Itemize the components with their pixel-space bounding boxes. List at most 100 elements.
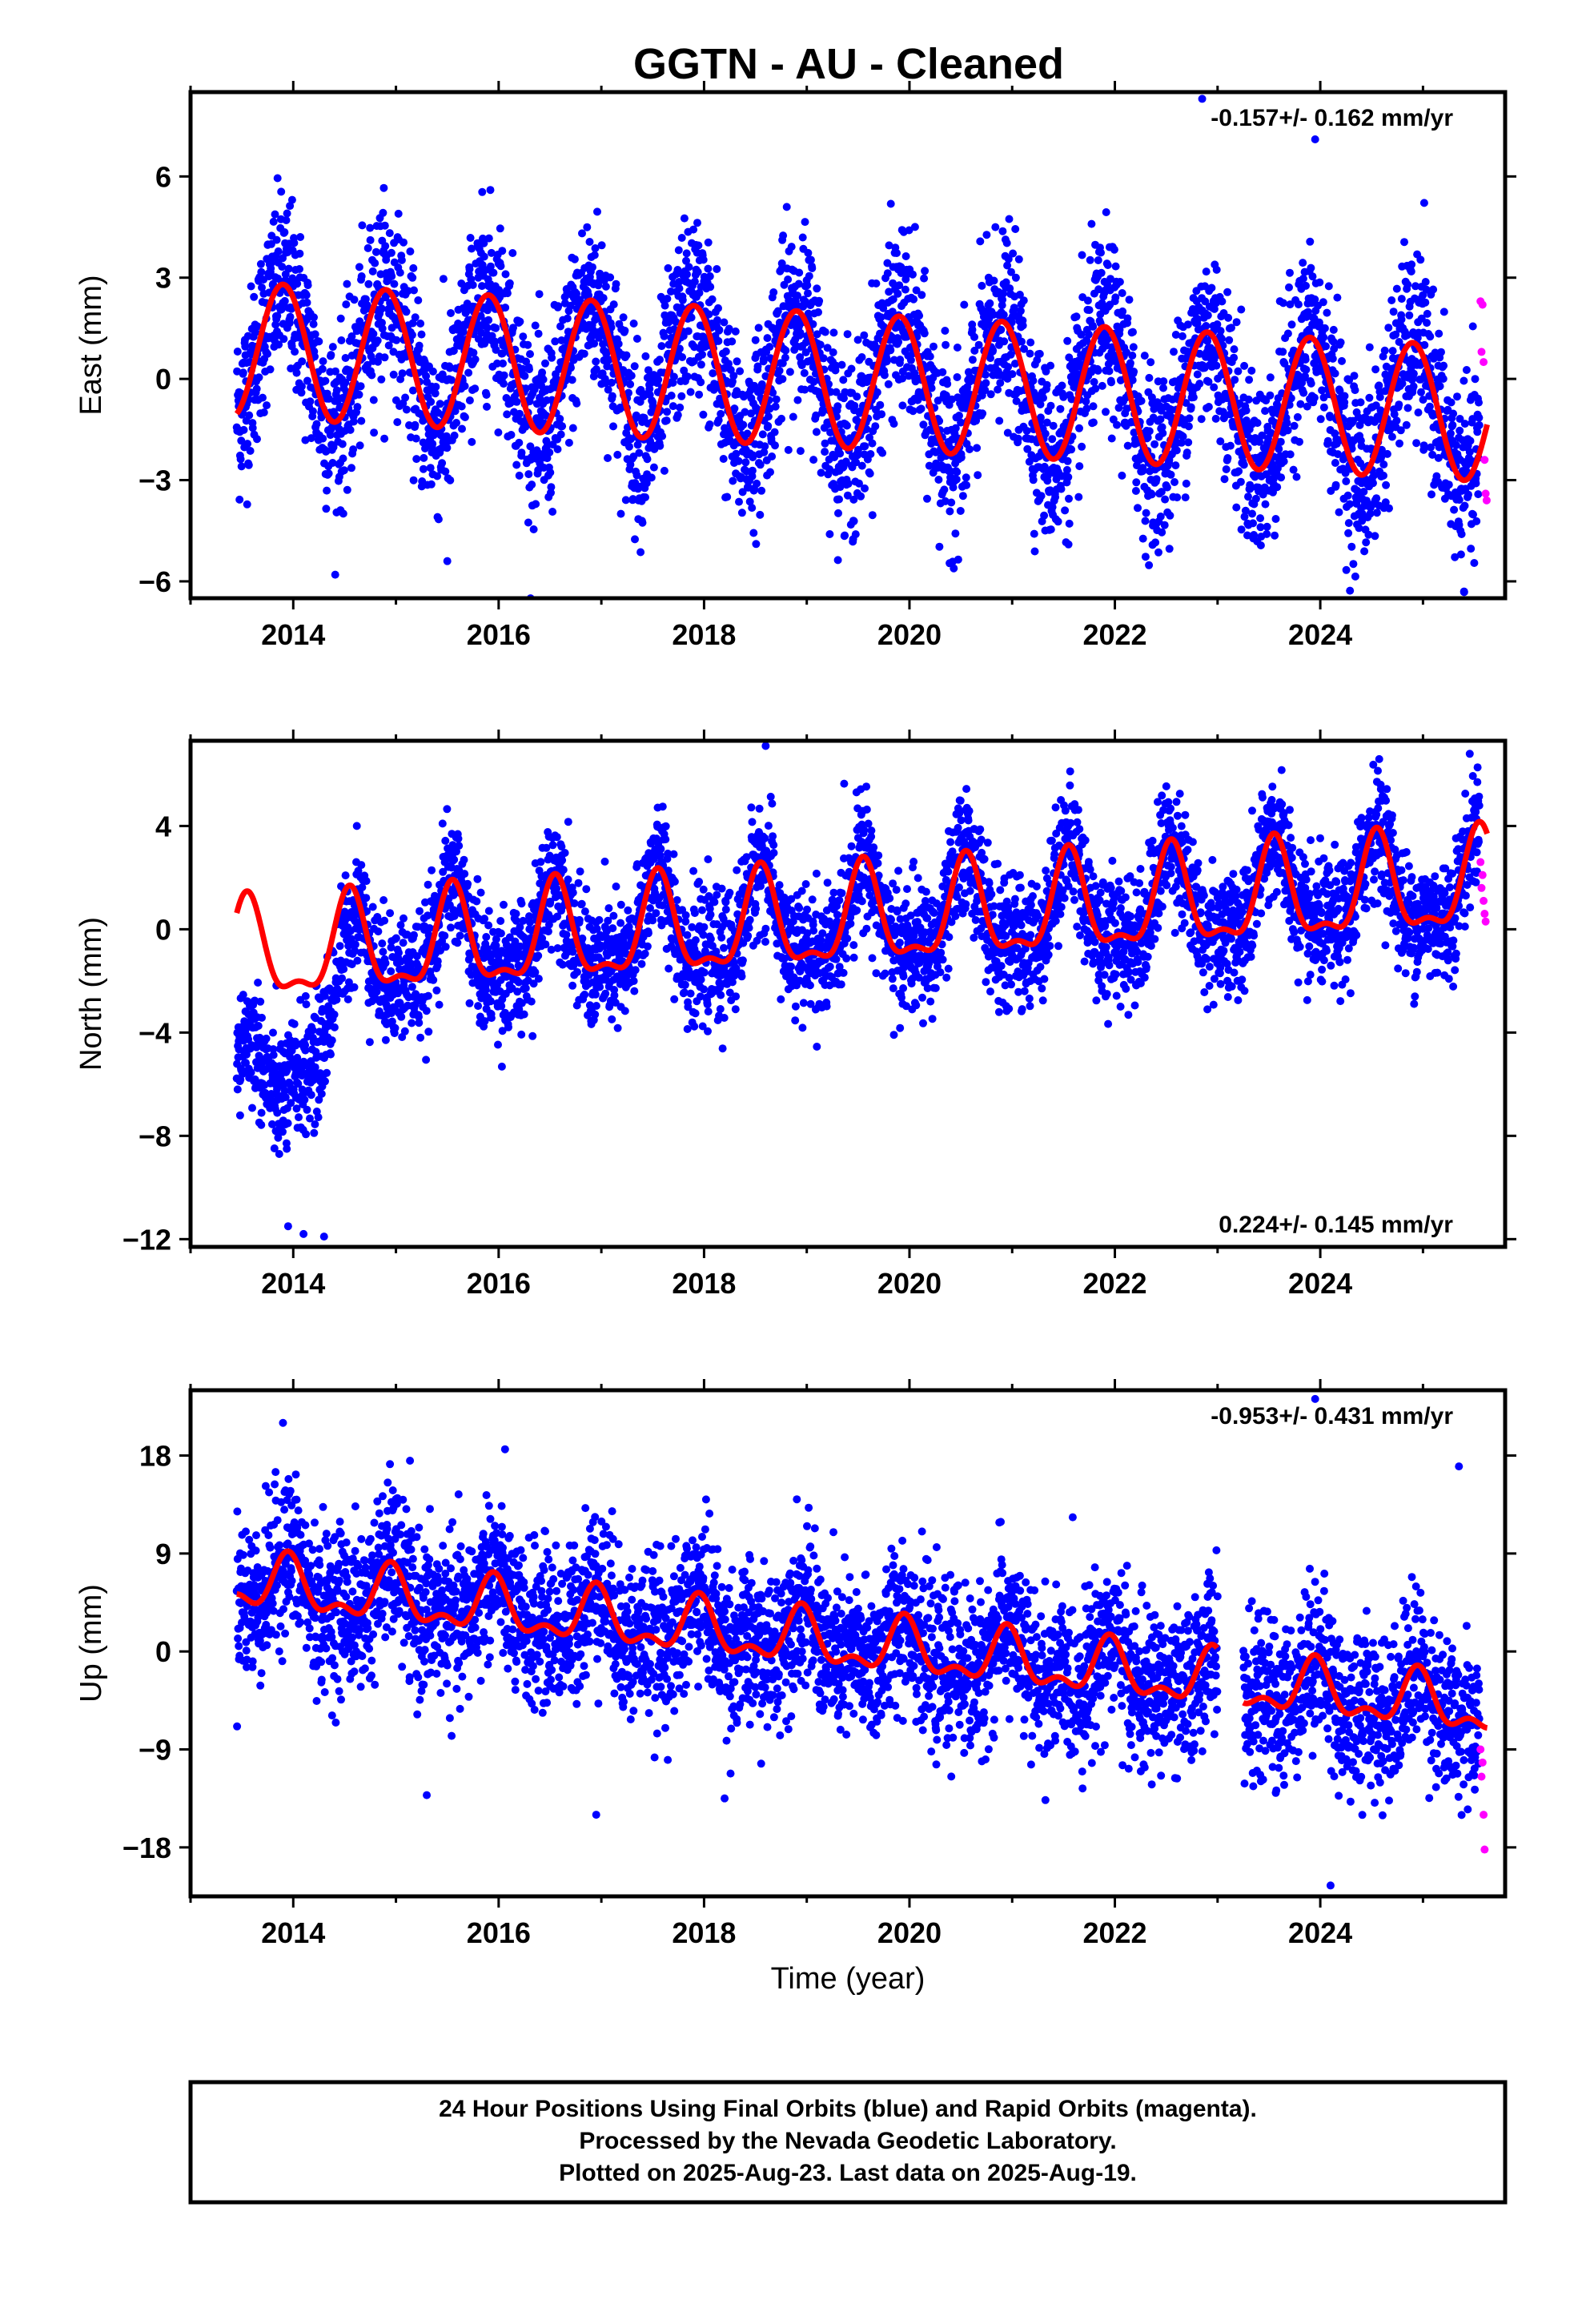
east-final-point: [248, 424, 257, 432]
east-final-point: [695, 390, 704, 399]
east-final-point: [369, 329, 378, 338]
east-final-point: [842, 421, 851, 430]
east-final-point: [769, 288, 778, 296]
east-final-point: [1468, 322, 1477, 331]
east-final-point: [720, 318, 729, 327]
east-final-point: [876, 400, 885, 409]
east-final-point: [535, 290, 544, 299]
east-final-point: [737, 509, 746, 517]
east-final-point: [509, 324, 517, 332]
east-final-point: [484, 234, 493, 243]
east-final-point: [1058, 381, 1066, 390]
north-final-point: [258, 1013, 266, 1022]
east-final-point: [284, 264, 293, 273]
east-final-point: [438, 459, 447, 468]
east-final-point: [505, 279, 514, 287]
east-final-point: [257, 267, 266, 276]
east-final-point: [1462, 606, 1470, 614]
east-final-point: [674, 246, 683, 255]
east-final-point: [728, 337, 737, 346]
east-final-point: [532, 500, 540, 509]
east-final-point: [237, 436, 246, 445]
east-final-point: [1455, 496, 1464, 505]
east-final-point: [1299, 274, 1307, 283]
east-final-point: [683, 372, 692, 381]
east-final-point: [801, 348, 810, 356]
east-final-point: [632, 411, 640, 420]
east-final-point: [327, 351, 335, 360]
east-final-point: [935, 542, 944, 551]
east-final-point: [1345, 500, 1354, 509]
east-final-point: [1110, 245, 1118, 254]
east-final-point: [660, 466, 669, 475]
north-final-point: [362, 894, 371, 903]
east-final-point: [1342, 565, 1351, 574]
east-final-point: [1322, 342, 1330, 351]
east-final-point: [1143, 433, 1152, 442]
east-final-point: [1420, 340, 1429, 349]
east-final-point: [1194, 315, 1203, 324]
east-final-point: [1036, 400, 1045, 408]
east-final-point: [1118, 471, 1126, 480]
east-final-point: [349, 417, 358, 426]
east-final-point: [689, 225, 698, 234]
east-final-point: [836, 449, 845, 458]
east-final-point: [1029, 476, 1038, 485]
north-final-point: [368, 903, 377, 911]
east-final-point: [1330, 344, 1339, 353]
east-final-point: [839, 376, 848, 384]
east-final-point: [346, 425, 355, 434]
east-final-point: [501, 270, 510, 279]
east-final-point: [1009, 249, 1018, 258]
east-final-point: [487, 248, 496, 257]
east-final-point: [656, 441, 665, 450]
east-final-point: [663, 295, 672, 303]
east-final-point: [332, 386, 341, 395]
east-final-point: [1230, 345, 1239, 354]
east-final-point: [404, 287, 412, 296]
east-final-point: [962, 480, 971, 489]
east-final-point: [709, 369, 717, 378]
east-final-point: [1094, 256, 1102, 264]
east-final-point: [778, 375, 787, 384]
east-final-point: [974, 471, 982, 480]
east-final-point: [1123, 441, 1132, 450]
east-final-point: [735, 497, 743, 506]
east-final-point: [749, 451, 757, 460]
east-final-point: [1003, 261, 1012, 270]
east-final-point: [705, 272, 714, 280]
east-rapid-point: [1481, 489, 1490, 498]
east-final-point: [974, 340, 983, 349]
east-final-point: [738, 488, 747, 497]
north-final-point: [357, 861, 366, 870]
east-final-point: [520, 372, 529, 380]
north-final-point: [314, 1113, 323, 1122]
east-final-point: [357, 416, 366, 425]
east-final-point: [306, 397, 315, 406]
east-final-point: [1290, 421, 1299, 430]
north-final-point: [327, 1050, 335, 1059]
east-final-point: [515, 438, 524, 447]
east-final-point: [517, 448, 526, 457]
east-final-point: [310, 313, 318, 322]
east-final-point: [1371, 365, 1380, 374]
east-final-point: [1220, 475, 1229, 484]
east-final-point: [898, 401, 907, 410]
east-final-point: [408, 273, 417, 282]
east-final-point: [1382, 480, 1391, 489]
east-final-point: [1390, 410, 1399, 419]
east-final-point: [1331, 480, 1340, 489]
east-final-point: [909, 270, 917, 279]
east-final-point: [998, 227, 1007, 235]
east-final-point: [1266, 391, 1275, 400]
east-final-point: [844, 480, 853, 489]
east-final-point: [1049, 421, 1058, 430]
east-final-point: [675, 284, 684, 293]
east-final-point: [1094, 285, 1103, 294]
east-final-point: [394, 209, 403, 218]
east-final-point: [910, 223, 919, 231]
east-final-point: [1132, 478, 1141, 487]
east-final-point: [250, 292, 259, 301]
east-final-point: [1435, 382, 1444, 391]
east-final-point: [996, 379, 1005, 388]
